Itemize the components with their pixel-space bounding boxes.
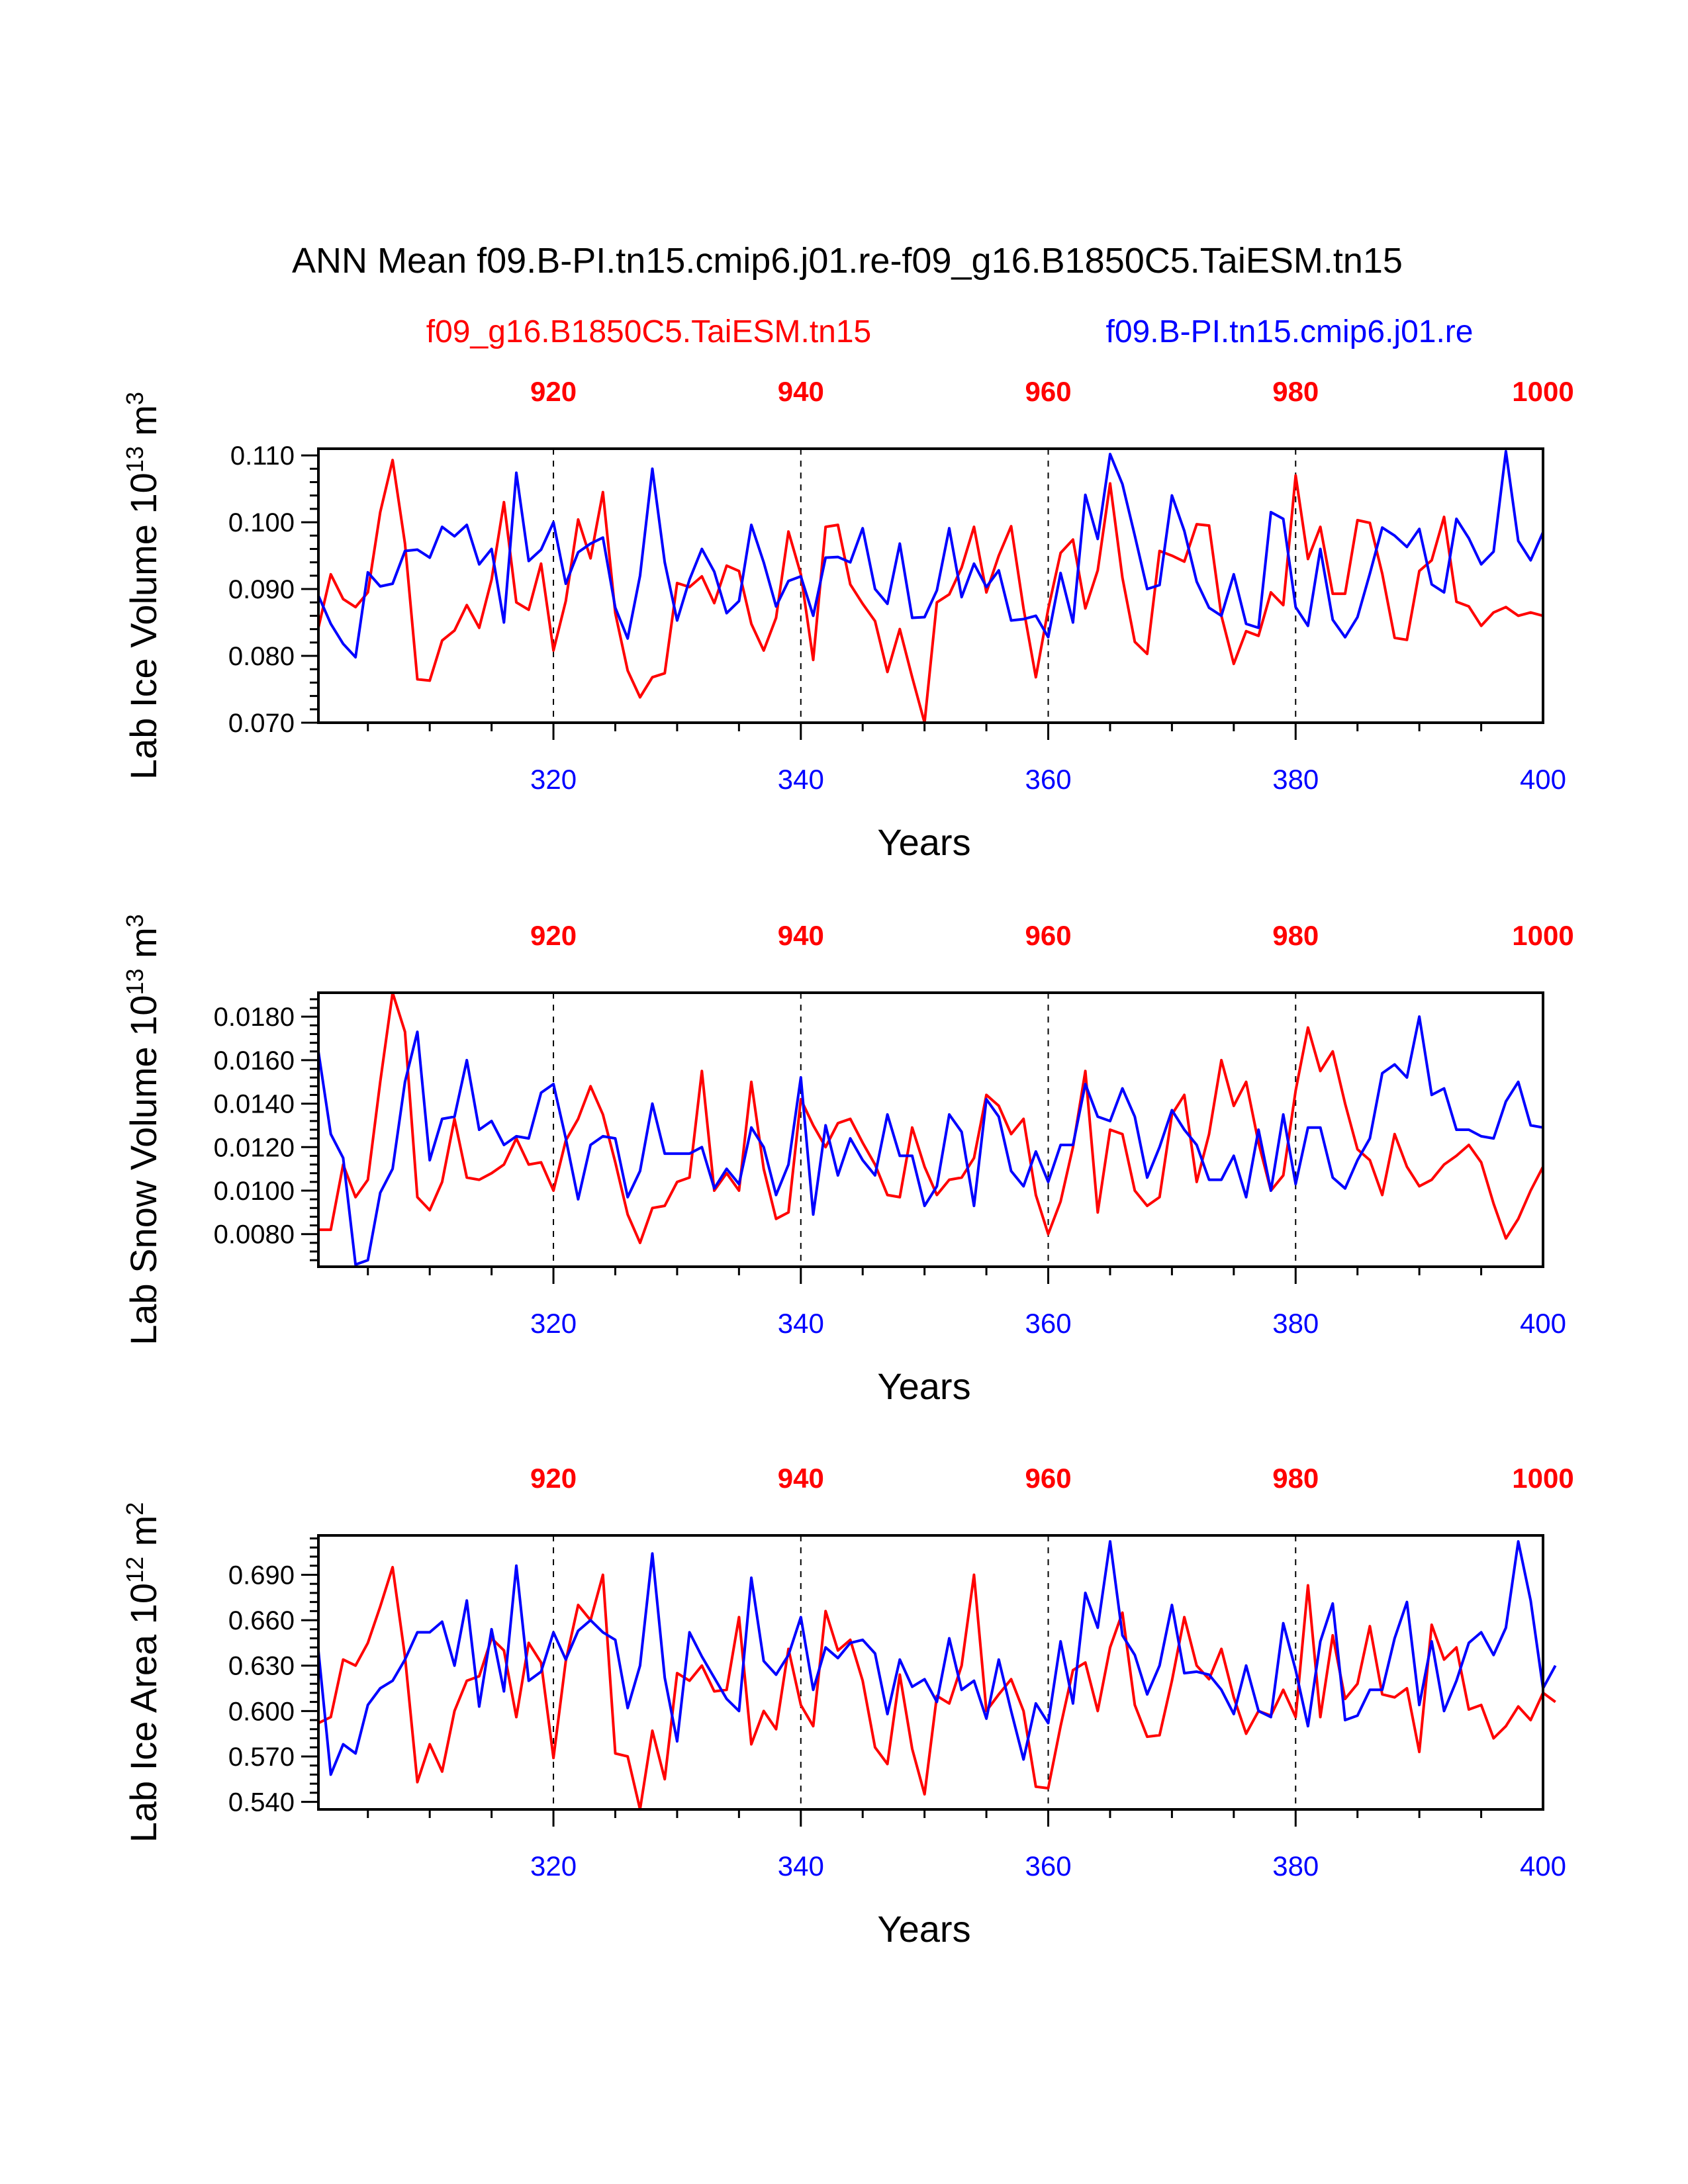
y-axis-title-unit-exponent: 3 [121, 392, 148, 405]
y-axis-title-text: Lab Snow Volume 10 [122, 995, 164, 1345]
x-axis-title: Years [877, 821, 970, 863]
y-tick-label: 0.0180 [214, 1003, 295, 1032]
legend-blue-case: f09.B-PI.tn15.cmip6.j01.re [1106, 314, 1474, 349]
legend-red-case: f09_g16.B1850C5.TaiESM.tn15 [426, 314, 871, 349]
x-tick-label-top: 980 [1272, 376, 1319, 407]
x-axis-title: Years [877, 1365, 970, 1407]
y-axis-title: Lab Snow Volume 1013 m3 [121, 914, 165, 1345]
y-tick-label: 0.0120 [214, 1133, 295, 1162]
x-tick-label-top: 960 [1025, 376, 1071, 407]
y-axis-title-unit: m [122, 1516, 164, 1557]
x-tick-label-bottom: 400 [1520, 1850, 1566, 1882]
x-tick-label-top: 960 [1025, 920, 1071, 951]
chart-panel-1: 0.070 0.080 0.090 0.100 0.110 320 340 360 380 400… [121, 376, 1574, 863]
y-tick-label: 0.090 [228, 575, 295, 604]
y-axis-title-text: Lab Ice Area 10 [122, 1583, 164, 1843]
y-axis-title-exponent: 12 [121, 1557, 148, 1583]
x-axis-title: Years [877, 1908, 970, 1950]
x-tick-label-bottom: 360 [1025, 1850, 1071, 1882]
y-tick-label: 0.540 [228, 1788, 295, 1817]
series-blue-line [317, 450, 1544, 659]
x-tick-label-top: 980 [1272, 1463, 1319, 1494]
x-tick-label-bottom: 320 [530, 1308, 577, 1339]
y-axis-title-unit-exponent: 3 [121, 914, 148, 927]
x-tick-label-top: 920 [530, 376, 577, 407]
x-tick-label-bottom: 380 [1272, 1308, 1319, 1339]
x-tick-label-top: 940 [778, 920, 824, 951]
y-tick-label: 0.070 [228, 709, 295, 738]
y-tick-label: 0.570 [228, 1743, 295, 1772]
x-tick-label-bottom: 320 [530, 1850, 577, 1882]
x-tick-label-top: 940 [778, 1463, 824, 1494]
y-tick-label: 0.660 [228, 1606, 295, 1635]
figure-title: ANN Mean f09.B-PI.tn15.cmip6.j01.re-f09_… [292, 241, 1403, 281]
y-tick-label: 0.600 [228, 1697, 295, 1726]
x-tick-label-bottom: 400 [1520, 1308, 1566, 1339]
y-axis-title: Lab Ice Volume 1013 m3 [121, 392, 165, 780]
x-tick-label-bottom: 360 [1025, 764, 1071, 795]
series-red-line [317, 459, 1544, 724]
x-tick-label-bottom: 380 [1272, 764, 1319, 795]
x-tick-label-bottom: 400 [1520, 764, 1566, 795]
series-blue-line [317, 1540, 1557, 1776]
plot-frame [317, 1534, 1544, 1811]
y-axis-title-unit-exponent: 2 [121, 1502, 148, 1516]
x-tick-label-bottom: 340 [778, 764, 824, 795]
x-tick-label-top: 1000 [1512, 376, 1573, 407]
y-axis-title: Lab Ice Area 1012 m2 [121, 1502, 165, 1843]
panels-group: 0.070 0.080 0.090 0.100 0.110 320 340 360 380 400… [121, 376, 1574, 1950]
y-tick-label: 0.0080 [214, 1220, 295, 1250]
y-tick-label: 0.0160 [214, 1046, 295, 1075]
x-tick-label-bottom: 320 [530, 764, 577, 795]
chart-panel-3: 0.540 0.570 0.600 0.630 0.660 0.690 320 340 360 3… [121, 1463, 1574, 1950]
y-tick-label: 0.080 [228, 642, 295, 671]
plot-frame [317, 447, 1544, 724]
x-tick-label-bottom: 340 [778, 1850, 824, 1882]
y-axis-title-unit: m [122, 405, 164, 446]
y-axis-title-unit: m [122, 927, 164, 968]
y-tick-label: 0.690 [228, 1561, 295, 1590]
y-tick-label: 0.630 [228, 1652, 295, 1681]
y-axis-title-exponent: 13 [121, 968, 148, 995]
x-tick-label-bottom: 360 [1025, 1308, 1071, 1339]
series-blue-line [317, 1015, 1544, 1266]
x-tick-label-top: 940 [778, 376, 824, 407]
x-tick-label-top: 920 [530, 920, 577, 951]
y-tick-label: 0.0140 [214, 1090, 295, 1119]
x-tick-label-top: 980 [1272, 920, 1319, 951]
x-tick-label-top: 1000 [1512, 1463, 1573, 1494]
x-tick-label-top: 920 [530, 1463, 577, 1494]
chart-panel-2: 0.0080 0.0100 0.0120 0.0140 0.0160 0.0180 320 3… [121, 914, 1574, 1407]
y-axis-title-text: Lab Ice Volume 10 [122, 473, 164, 780]
x-tick-label-top: 1000 [1512, 920, 1573, 951]
plot-frame [317, 991, 1544, 1268]
x-tick-label-top: 960 [1025, 1463, 1071, 1494]
x-tick-label-bottom: 380 [1272, 1850, 1319, 1882]
y-tick-label: 0.110 [230, 441, 295, 471]
y-tick-label: 0.100 [228, 508, 295, 537]
y-tick-label: 0.0100 [214, 1177, 295, 1206]
x-tick-label-bottom: 340 [778, 1308, 824, 1339]
series-red-line [318, 991, 1544, 1244]
y-axis-title-exponent: 13 [121, 446, 148, 473]
